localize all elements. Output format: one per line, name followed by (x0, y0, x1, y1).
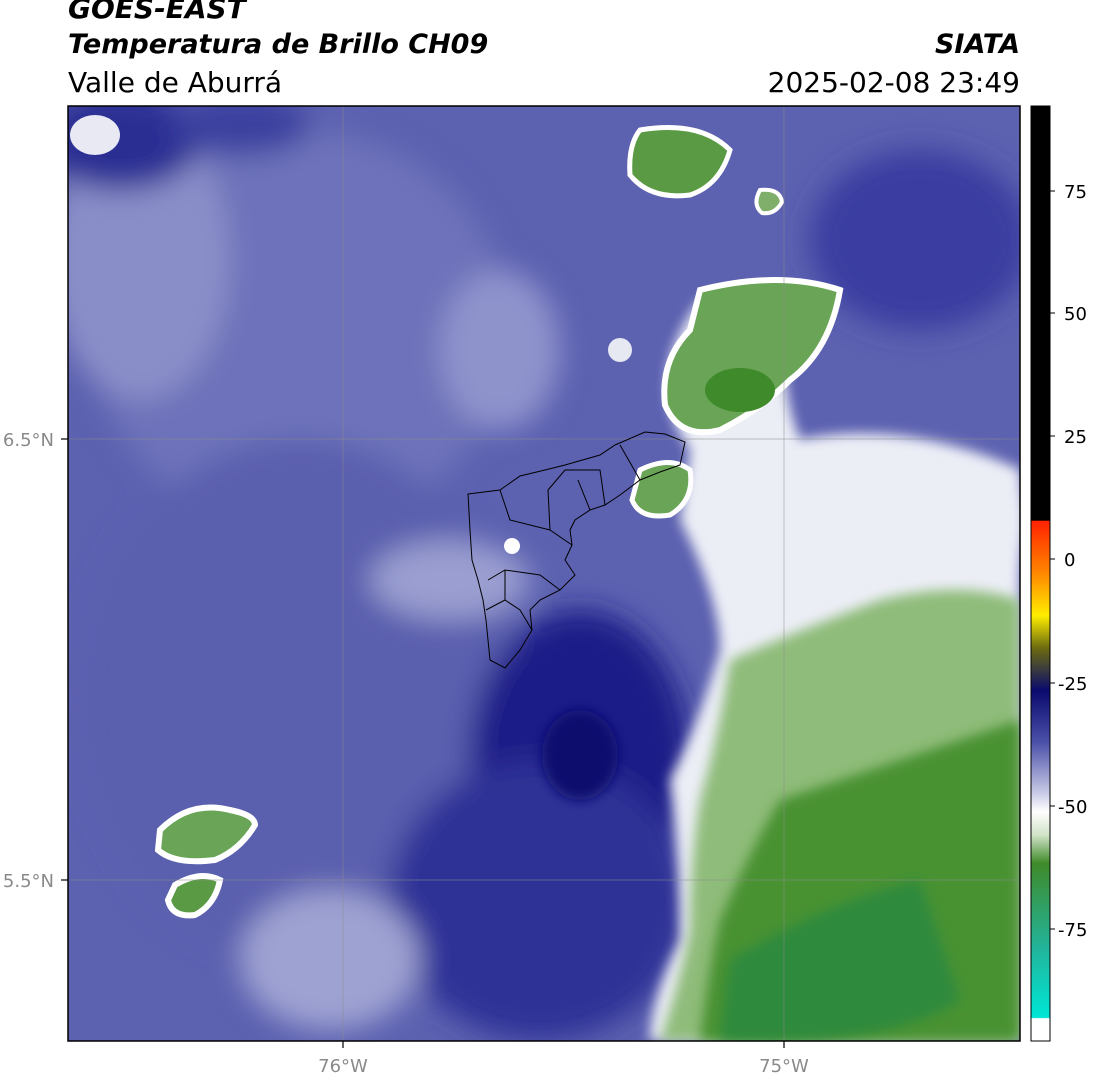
colorbar-tick-75: 75 (1064, 182, 1087, 203)
lat-label-5-5: 5.5°N (3, 871, 54, 892)
region-label: Valle de Aburrá (68, 66, 283, 99)
lon-label-75: 75°W (759, 1056, 809, 1077)
valle-de-aburra-boundaries (467, 431, 686, 669)
lon-label-76: 76°W (318, 1056, 368, 1077)
lat-label-6-5: 6.5°N (3, 430, 54, 451)
satellite-title: GOES-EAST (68, 0, 246, 25)
colorbar-tick-25: 25 (1064, 427, 1087, 448)
datetime-label: 2025-02-08 23:49 (767, 66, 1020, 99)
colorbar-tick-minus-25: -25 (1058, 674, 1087, 695)
product-title: Temperatura de Brillo CH09 (68, 29, 489, 60)
brightness-temperature-field (68, 106, 1020, 1041)
map-gridlines (68, 106, 1020, 1041)
colorbar-tick-minus-75: -75 (1058, 920, 1087, 941)
colorbar (1030, 105, 1051, 1042)
map-frame (67, 105, 1021, 1042)
colorbar-tick-50: 50 (1064, 304, 1087, 325)
organization-label: SIATA (934, 29, 1020, 60)
colorbar-tick-0: 0 (1064, 550, 1075, 571)
colorbar-tick-minus-50: -50 (1058, 797, 1087, 818)
